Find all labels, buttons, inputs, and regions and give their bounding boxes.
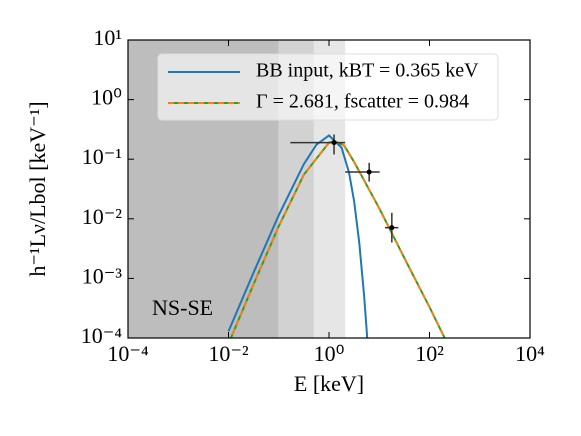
data-point [366, 169, 372, 175]
lines [227, 134, 446, 338]
y-tick-label: 10⁻⁴ [81, 323, 123, 348]
y-tick-label: 10⁻¹ [82, 144, 122, 169]
data-point [331, 140, 337, 146]
y-axis-label: h⁻¹Lν/Lbol [keV⁻¹] [25, 101, 50, 276]
y-tick-label: 10¹ [93, 25, 122, 50]
ticks: 10⁻⁴ 10⁻² 10⁰ 10² 10⁴ 10⁻⁴ 10⁻³ 10⁻² 10⁻¹ 10⁰ 10¹ [81, 25, 545, 366]
legend-label: Γ = 2.681, fscatter = 0.984 [256, 91, 469, 113]
x-tick-label: 10⁰ [314, 341, 345, 366]
x-tick-label: 10⁴ [515, 341, 545, 366]
x-tick-label: 10⁻² [208, 341, 249, 366]
y-tick-label: 10⁻² [82, 204, 123, 229]
x-axis-label: E [keV] [294, 371, 364, 396]
y-tick-label: 10⁰ [91, 85, 122, 110]
series-line-dash [229, 140, 446, 338]
annotation: NS-SE [152, 295, 213, 320]
legend-box [157, 53, 499, 121]
x-tick-label: 10⁻⁴ [107, 341, 149, 366]
x-tick-label: 10² [415, 341, 444, 366]
data-point [389, 225, 395, 231]
y-tick-label: 10⁻³ [82, 263, 123, 288]
series-line [227, 134, 369, 338]
legend-label: BB input, kBT = 0.365 keV [256, 60, 479, 82]
points [290, 134, 399, 243]
